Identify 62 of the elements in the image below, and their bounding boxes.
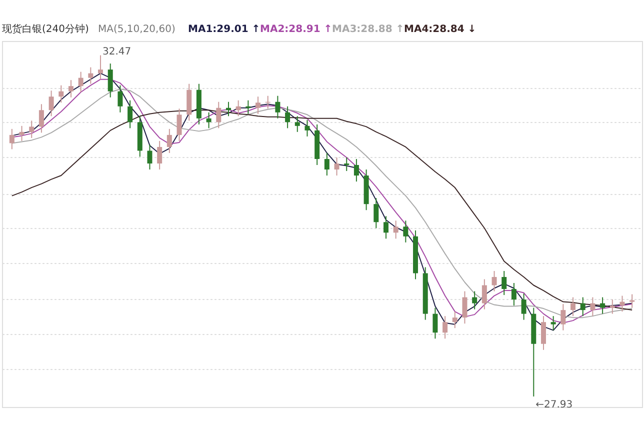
candlestick [236,100,241,117]
candlestick [403,220,408,243]
candlestick [38,104,44,134]
candlestick [256,96,261,114]
candlestick [48,90,54,117]
candlestick [78,71,84,93]
candlestick [610,299,615,314]
candlestick [68,80,74,98]
candlestick [630,294,635,308]
candlestick [334,156,340,176]
candlestick [502,270,507,296]
candlestick [108,63,113,98]
candlestick [19,125,24,142]
candlestick [88,66,94,84]
candlestick [452,311,458,329]
candlestick [128,100,133,129]
candlestick [58,84,64,104]
candlestick [246,100,251,114]
candlestick [620,295,625,312]
candlestick [166,128,172,154]
candlestick [157,140,162,170]
candlestick [216,101,222,129]
candlestick [374,198,379,229]
candlestick [462,290,468,324]
candlestick [442,316,448,340]
candlestick [285,106,290,129]
text: MA1:29.01 ↑ [188,24,260,35]
text: MA2:28.91 ↑ [260,24,332,35]
candlestick [550,316,556,331]
chart-title: 现货白银(240分钟) [2,23,89,35]
candlestick [492,270,497,292]
candlestick [98,54,104,80]
candlestick [580,296,586,317]
candlestick [600,296,606,314]
text: MA4:28.84 ↓ [404,24,476,35]
candlestick [590,296,596,317]
candlestick [275,95,280,119]
candlestick [29,120,34,138]
text: MA3:28.88 ↑ [332,24,404,35]
text: MA(5,10,20,60) [98,24,176,35]
candlestick [147,144,152,170]
candlestick [176,108,182,142]
candlestick [570,296,576,317]
candlestick [482,278,487,310]
candlestick [521,293,526,320]
candlestick [118,84,123,113]
candlestick [9,128,14,150]
candlestick [393,220,398,240]
candlestick [294,116,300,132]
candlestick [511,282,516,306]
annotation: ←27.93 [536,399,573,410]
candlestick [304,119,310,137]
candlestick [383,216,388,240]
candlestick [344,156,350,172]
candlestick [206,112,212,129]
candlestick [354,158,359,182]
candlestick [432,307,438,340]
candlestick [560,304,566,331]
annotation: 32.47 [102,46,132,58]
candlestick [472,290,478,310]
candlestick [324,152,330,176]
candlestick [540,316,546,350]
